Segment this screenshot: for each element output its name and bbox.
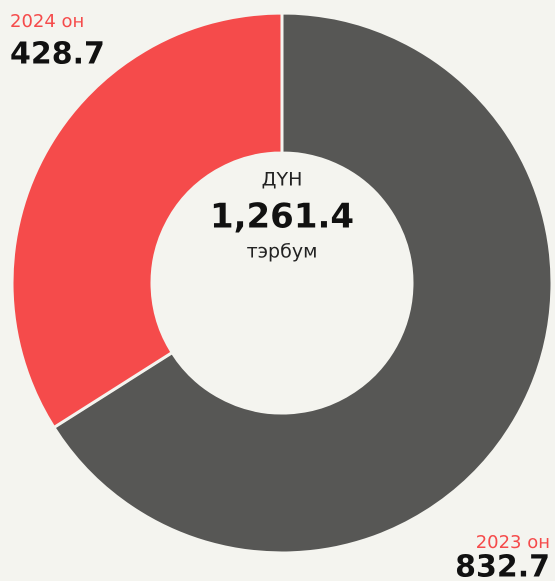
center-unit: тэрбум: [247, 241, 318, 263]
donut-slice: [51, 11, 554, 555]
center-value: 1,261.4: [210, 197, 354, 237]
center-title: ДҮН: [262, 169, 303, 191]
slice-value: 832.7: [455, 550, 550, 581]
slice-value: 428.7: [10, 37, 105, 72]
donut-slice: [10, 11, 284, 430]
slice-category: 2023 он: [476, 532, 550, 553]
slice-category: 2024 он: [10, 11, 84, 32]
slices: [10, 11, 554, 555]
